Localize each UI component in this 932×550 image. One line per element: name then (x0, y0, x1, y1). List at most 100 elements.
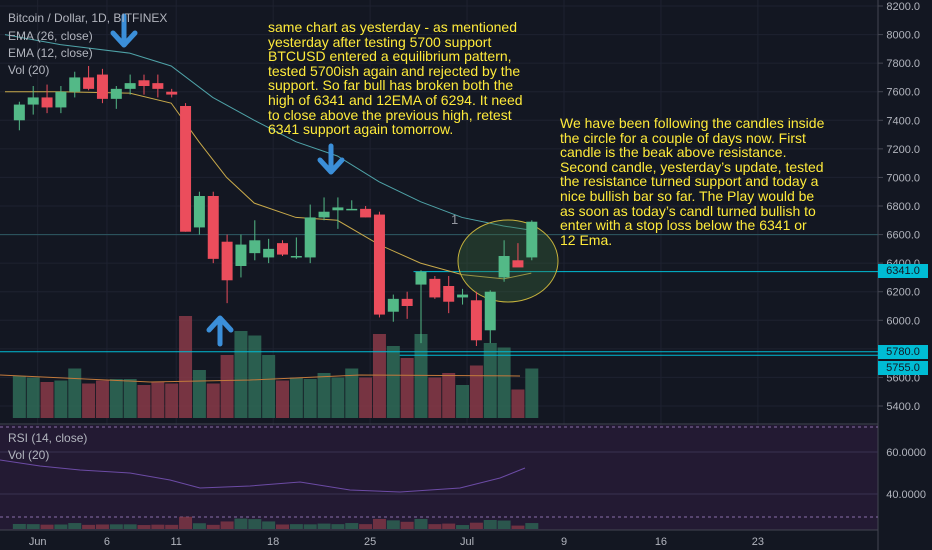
candle (290, 237, 302, 259)
rsi-volume-bar (151, 524, 165, 529)
rsi-volume-bar (359, 524, 373, 529)
volume-bar (26, 377, 40, 418)
time-tick-label: 25 (364, 536, 376, 548)
volume-bar (469, 365, 483, 418)
ema-lines (4, 34, 532, 280)
volume-bar (414, 334, 428, 418)
rsi-volume-bar (525, 523, 539, 529)
volume-bar (289, 377, 303, 418)
rsi-volume-bar (12, 523, 26, 529)
candle (526, 220, 538, 261)
volume-bar (95, 380, 109, 418)
candle-body (526, 221, 538, 258)
candle (332, 197, 344, 229)
volume-bar (483, 343, 497, 418)
candle (373, 211, 385, 318)
candle-body (207, 196, 219, 259)
rsi-volume-bar (26, 524, 40, 529)
volume-bar (317, 373, 331, 418)
candle (235, 234, 247, 278)
candle (166, 88, 178, 98)
time-tick-label: 16 (655, 536, 667, 548)
ema12-legend[interactable]: EMA (12, close) (8, 46, 93, 60)
rsi-volume-bar (303, 524, 317, 529)
price-tick-label: 7000.0 (886, 172, 920, 184)
time-tick-label: Jun (29, 536, 47, 548)
candle-body (13, 104, 25, 121)
rsi-line (0, 459, 526, 493)
candle (443, 276, 455, 314)
candle-body (96, 74, 108, 99)
candle-body (124, 83, 136, 89)
candle-body (263, 248, 275, 258)
candle-body (235, 244, 247, 266)
rsi-volume-bar (248, 519, 262, 529)
rsi-volume-bar (68, 523, 82, 529)
candle-body (304, 217, 316, 258)
rsi-volume-bar (372, 518, 386, 529)
annotation-note-2[interactable]: We have been following the candles insid… (560, 115, 825, 248)
rsi-volume-bar (483, 520, 497, 529)
rsi-volume-bar (262, 521, 276, 529)
time-tick-label: 9 (561, 536, 567, 548)
rsi-volume-bar (331, 524, 345, 529)
arrow-down-icon[interactable] (110, 13, 138, 48)
candle-body (110, 88, 122, 99)
annotation-note-1[interactable]: same chart as yesterday - as mentioned y… (268, 19, 523, 138)
rsi-volume-bar (192, 523, 206, 529)
symbol-title[interactable]: Bitcoin / Dollar, 1D, BITFINEX (8, 11, 168, 25)
candle-body (360, 208, 372, 218)
volume-bar (151, 382, 165, 418)
candle (470, 291, 482, 346)
rsi-volume-bar (54, 524, 68, 529)
volume-bar (54, 380, 68, 418)
volume-bar (137, 385, 151, 418)
price-tick-label: 7800.0 (886, 58, 920, 70)
rsi-volume-bar (179, 516, 193, 529)
rsi-volume-bar (497, 520, 511, 529)
rsi-legend[interactable]: RSI (14, close) (8, 431, 88, 445)
candle (304, 204, 316, 264)
rsi-volume-bar (456, 525, 470, 529)
candle-body (152, 83, 164, 89)
rsi-volume-bar (386, 520, 400, 529)
candle (152, 74, 164, 98)
arrow-down-icon[interactable] (317, 143, 345, 175)
rsi-volume-bar (345, 523, 359, 529)
volume-bar (359, 377, 373, 418)
price-tick-label: 5400.0 (886, 401, 920, 413)
rsi-tick-label: 40.0000 (886, 489, 926, 501)
rsi-volume-bar (220, 521, 234, 529)
volume-legend[interactable]: Vol (20) (8, 63, 50, 77)
volume-ma-line (0, 374, 521, 383)
candle-body (484, 291, 496, 331)
price-label-5780: 5780.0 (878, 345, 928, 359)
support-resistance-lines[interactable] (0, 234, 878, 356)
time-tick-label: 11 (170, 536, 181, 548)
candle (55, 86, 67, 114)
volume-bar (12, 376, 26, 418)
rsi-volume-bar (165, 524, 179, 529)
rsi-volume-bar (289, 524, 303, 529)
candle (138, 74, 150, 95)
candle-body (27, 97, 39, 105)
candle-body (55, 91, 67, 108)
volume-bar (331, 377, 345, 418)
rsi-volume-bar (511, 525, 525, 529)
price-tick-label: 6800.0 (886, 201, 920, 213)
ema26-legend[interactable]: EMA (26, close) (8, 29, 93, 43)
arrow-up-icon[interactable] (206, 315, 234, 347)
price-tick-label: 8000.0 (886, 30, 920, 42)
rsi-volume-bar (428, 524, 442, 529)
rsi-volume-legend[interactable]: Vol (20) (8, 448, 50, 462)
candle (429, 276, 441, 299)
candle (401, 291, 413, 319)
candle (69, 71, 81, 98)
volume-bar (276, 380, 289, 418)
price-label-6341: 6341.0 (878, 264, 928, 278)
volume-bar (109, 379, 123, 418)
marker-label: 1 (451, 212, 458, 227)
rsi-guides: 40.0000 60.0000 (0, 426, 926, 518)
volume-bar (68, 368, 82, 418)
